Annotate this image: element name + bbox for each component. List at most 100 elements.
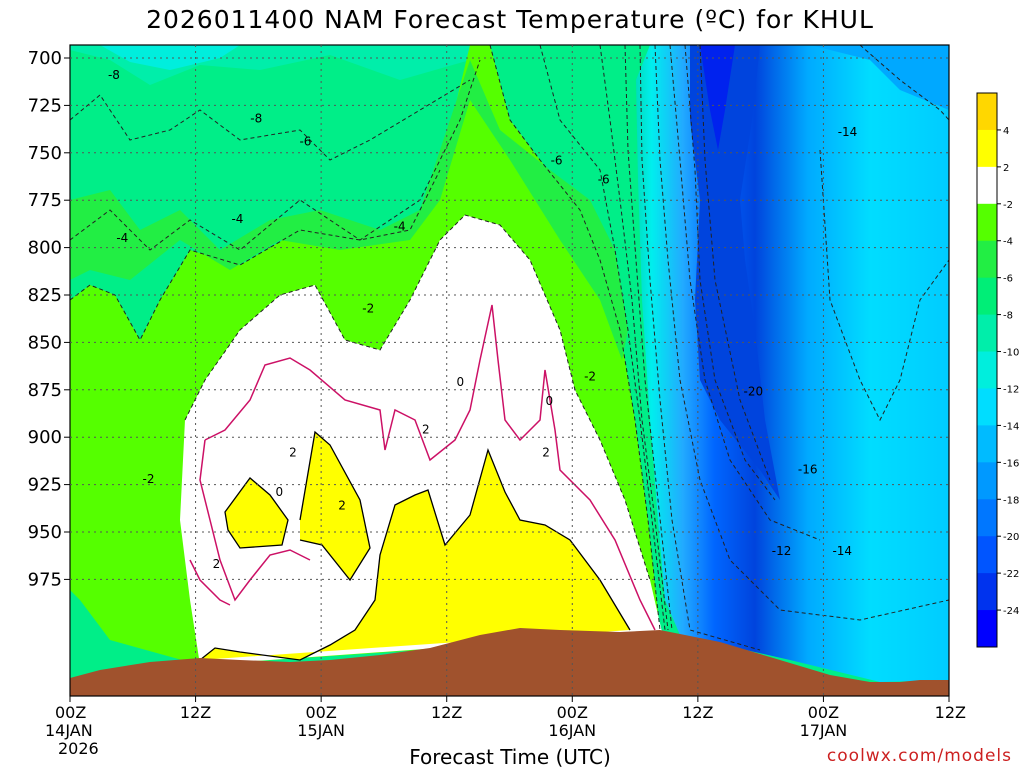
contour-label: -8 xyxy=(108,68,120,82)
contour-label: -6 xyxy=(299,134,311,148)
contour-minus-18-right xyxy=(684,45,776,501)
colorbar-label: 4 xyxy=(1003,126,1009,137)
band-minus-16-top xyxy=(810,45,949,110)
negative-contours xyxy=(70,45,949,651)
y-axis: 700 725 750 775 800 825 850 875 900 925 950 975 xyxy=(28,48,70,590)
contour-minus-4-right xyxy=(489,45,661,631)
colorbar: 4 2 -2 -4 -6 -8 -10 -12 -14 -16 -18 -20 -22 -24 xyxy=(976,92,1019,648)
x-tick-year: 2026 xyxy=(58,739,99,758)
contour-minus-14-right xyxy=(654,45,949,621)
contour-label: -8 xyxy=(250,112,262,126)
band-minus-12 xyxy=(100,45,240,70)
contour-zero-small xyxy=(189,559,231,606)
contour-zero-lower xyxy=(199,439,311,602)
x-tick-time: 00Z xyxy=(55,703,86,722)
contour-label: -2 xyxy=(362,301,374,315)
contour-label: 2 xyxy=(338,498,346,512)
contour-minus-6 xyxy=(70,59,481,251)
colorbar-swatch xyxy=(977,240,997,279)
colorbar-label: 2 xyxy=(1003,163,1009,174)
x-tick-time: 12Z xyxy=(682,703,713,722)
colorbar-label: -18 xyxy=(1003,495,1019,506)
y-tick-label: 925 xyxy=(28,475,62,496)
x-axis-label: Forecast Time (UTC) xyxy=(409,745,611,768)
colorbar-label: -8 xyxy=(1003,311,1013,322)
contour-label: -16 xyxy=(798,462,818,476)
band-plus-2-b xyxy=(300,432,370,580)
contour-label: -6 xyxy=(551,153,563,167)
y-tick-label: 800 xyxy=(28,238,62,259)
cold-air-region xyxy=(636,45,949,682)
x-tick-time: 00Z xyxy=(808,703,839,722)
contour-label: -2 xyxy=(142,472,154,486)
colorbar-swatch xyxy=(977,277,997,316)
colorbar-label: -4 xyxy=(1003,237,1013,248)
y-tick-label: 850 xyxy=(28,332,62,353)
contour-label: -4 xyxy=(116,231,128,245)
y-tick-label: 975 xyxy=(28,569,62,590)
contour-plus-2-b xyxy=(299,430,371,582)
contour-label: -14 xyxy=(832,544,852,558)
terrain xyxy=(70,628,949,696)
zero-contours xyxy=(189,304,656,631)
colorbar-swatch xyxy=(977,499,997,537)
colorbar-swatch xyxy=(977,203,997,242)
colorbar-label: -10 xyxy=(1003,348,1019,359)
contour-label: 2 xyxy=(213,557,221,571)
contour-minus-4 xyxy=(70,169,441,342)
colorbar-label: -12 xyxy=(1003,384,1019,395)
colorbar-swatch xyxy=(977,166,997,205)
band-plus-2-a xyxy=(225,478,288,548)
contour-minus-12-right xyxy=(639,45,761,651)
contour-minus-8 xyxy=(70,79,471,161)
contour-minus-2 xyxy=(184,214,651,581)
colorbar-swatch xyxy=(977,573,997,611)
plot-area xyxy=(70,45,949,696)
contour-minus-8-right xyxy=(599,45,669,631)
x-tick-date: 14JAN xyxy=(45,721,93,740)
colorbar-label: -14 xyxy=(1003,421,1019,432)
x-tick-time: 12Z xyxy=(431,703,462,722)
colorbar-swatch xyxy=(977,536,997,574)
contour-label: 0 xyxy=(275,485,283,499)
contour-minus-16-right xyxy=(669,45,821,541)
y-tick-label: 725 xyxy=(28,95,62,116)
contour-zero-main xyxy=(204,304,656,631)
y-tick-label: 875 xyxy=(28,380,62,401)
contour-plus-2-a xyxy=(224,477,289,549)
colorbar-swatch xyxy=(977,351,997,389)
colorbar-swatch xyxy=(977,462,997,500)
x-tick-date: 17JAN xyxy=(800,721,848,740)
band-minus-22 xyxy=(700,45,735,150)
y-tick-label: 900 xyxy=(28,427,62,448)
contour-label: 0 xyxy=(545,394,553,408)
contour-label: -14 xyxy=(838,125,858,139)
plot-frame xyxy=(69,44,950,697)
colorbar-label: -6 xyxy=(1003,274,1013,285)
plus-two-contours xyxy=(199,430,631,661)
credit-text: coolwx.com/models xyxy=(827,746,1012,766)
contour-label: -6 xyxy=(598,172,610,186)
y-tick-label: 700 xyxy=(28,48,62,69)
colorbar-swatch xyxy=(977,93,997,131)
colorbar-swatch xyxy=(977,610,997,648)
x-tick-time: 12Z xyxy=(180,703,211,722)
colorbar-label: -20 xyxy=(1003,532,1019,543)
colorbar-label: -16 xyxy=(1003,458,1019,469)
colorbar-frame xyxy=(976,92,998,648)
contour-label: -20 xyxy=(744,385,764,399)
band-plus-2-c xyxy=(200,450,630,660)
contour-label: -12 xyxy=(772,544,792,558)
contour-minus-12-top xyxy=(859,45,949,121)
x-tick-time: 00Z xyxy=(305,703,336,722)
colorbar-swatch xyxy=(977,314,997,353)
x-tick-time: 00Z xyxy=(557,703,588,722)
x-tick-date: 16JAN xyxy=(548,721,596,740)
contour-label: 2 xyxy=(289,445,297,459)
contour-label: 2 xyxy=(542,445,550,459)
y-tick-label: 950 xyxy=(28,522,62,543)
colorbar-label: -2 xyxy=(1003,200,1013,211)
contour-plus-2-c xyxy=(199,447,631,661)
